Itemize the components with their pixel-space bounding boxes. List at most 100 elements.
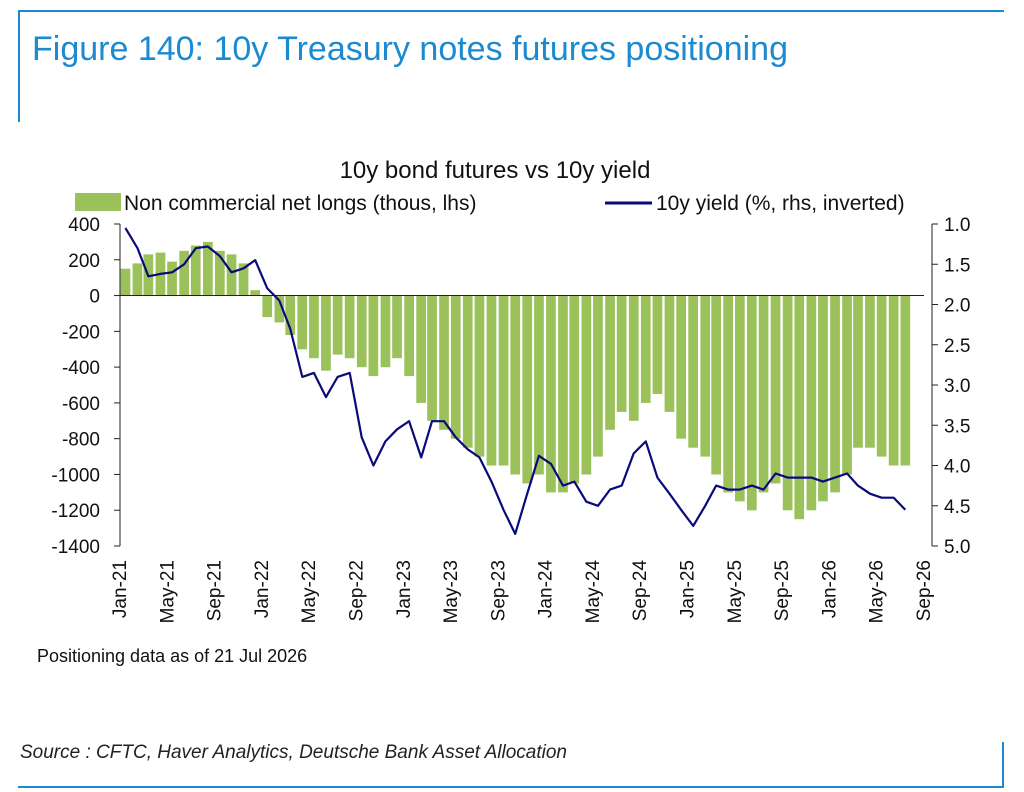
frame-left-rule — [18, 10, 20, 122]
bar-2021-10 — [226, 254, 237, 296]
right-tick-label: 2.5 — [944, 336, 970, 357]
bar-2021-01 — [120, 268, 131, 296]
bar-2021-11 — [238, 263, 249, 296]
x-tick-label: Jan-25 — [678, 560, 699, 618]
bar-2022-07 — [332, 295, 343, 355]
left-tick-label: -1400 — [51, 537, 100, 558]
left-tick-label: -200 — [62, 322, 100, 343]
left-tick-label: 0 — [89, 287, 100, 308]
bar-2022-09 — [356, 295, 367, 368]
bar-2024-08 — [628, 295, 639, 421]
bar-2026-01 — [830, 295, 840, 493]
x-tick-label: Sep-21 — [205, 560, 226, 621]
frame-top-rule — [18, 10, 1004, 12]
legend-line-label: 10y yield (%, rhs, inverted) — [656, 192, 905, 215]
x-tick-label: May-22 — [299, 560, 320, 623]
x-tick-label: Sep-24 — [630, 560, 651, 622]
bar-2023-09 — [498, 295, 509, 466]
bar-2025-06 — [747, 295, 757, 511]
right-tick-label: 3.0 — [944, 376, 970, 397]
bar-2024-03 — [569, 295, 580, 484]
bar-2022-06 — [321, 295, 331, 371]
left-tick-label: -600 — [62, 394, 100, 415]
bar-2026-04 — [865, 295, 875, 448]
bar-2025-12 — [818, 295, 828, 502]
bar-2025-02 — [700, 295, 711, 457]
bar-2026-06 — [888, 295, 899, 466]
source-note: Source : CFTC, Haver Analytics, Deutsche… — [20, 742, 567, 763]
bar-2023-01 — [404, 295, 414, 377]
bar-2022-12 — [392, 295, 402, 359]
bar-2023-08 — [486, 295, 497, 466]
bar-series — [120, 241, 911, 520]
bar-2021-09 — [215, 250, 225, 296]
bar-2023-12 — [534, 295, 544, 475]
bar-2021-06 — [179, 250, 189, 296]
chart-title: 10y bond futures vs 10y yield — [340, 157, 651, 184]
left-tick-label: -400 — [62, 358, 100, 379]
bar-2026-02 — [842, 295, 852, 475]
right-tick-label: 4.5 — [944, 497, 970, 518]
left-tick-label: -1200 — [51, 501, 100, 522]
bar-2023-11 — [522, 295, 533, 484]
bar-2025-01 — [688, 295, 698, 448]
figure-title: Figure 140: 10y Treasury notes futures p… — [32, 30, 788, 68]
bar-2023-06 — [462, 295, 473, 448]
bar-2025-10 — [794, 295, 805, 520]
bar-2022-01 — [262, 295, 273, 318]
bar-2024-02 — [558, 295, 568, 493]
left-tick-label: -800 — [62, 430, 100, 451]
right-tick-label: 2.0 — [944, 296, 970, 317]
right-tick-label: 1.0 — [944, 215, 970, 236]
x-tick-label: Jan-24 — [536, 560, 557, 619]
x-tick-label: May-26 — [867, 560, 888, 623]
bar-2024-09 — [640, 295, 651, 403]
bar-2025-08 — [770, 295, 781, 484]
bar-2024-04 — [581, 295, 592, 475]
bar-2024-10 — [652, 295, 663, 394]
bar-2026-05 — [876, 295, 887, 457]
bar-2022-04 — [297, 295, 308, 350]
bar-2022-10 — [368, 295, 379, 377]
bar-2024-11 — [664, 295, 675, 412]
x-tick-label: Sep-25 — [772, 560, 793, 621]
chart: 10y bond futures vs 10y yield Non commer… — [37, 157, 970, 666]
bar-2021-12 — [250, 290, 261, 296]
axes: 400 200 0 -200 -400 -600 -800 -1000 -1200 -1400 1.… — [51, 215, 970, 623]
bar-2022-05 — [309, 295, 319, 359]
bar-2023-04 — [439, 295, 449, 430]
x-tick-label: Jan-21 — [110, 560, 131, 618]
bar-2024-05 — [593, 295, 603, 457]
legend-bar-label: Non commercial net longs (thous, lhs) — [124, 192, 476, 215]
bar-2021-02 — [132, 263, 143, 296]
right-tick-label: 1.5 — [944, 255, 970, 276]
left-tick-label: -1000 — [51, 465, 100, 486]
right-tick-label: 4.0 — [944, 457, 970, 478]
bar-2022-02 — [274, 295, 285, 323]
bar-2024-01 — [546, 295, 556, 493]
bar-2024-07 — [616, 295, 627, 412]
x-tick-label: Jan-26 — [819, 560, 840, 618]
bar-2023-02 — [416, 295, 426, 403]
bar-2023-07 — [474, 295, 485, 457]
right-tick-label: 5.0 — [944, 537, 970, 558]
x-tick-label: Sep-22 — [347, 560, 368, 621]
yield-line — [124, 227, 907, 536]
x-tick-label: Sep-26 — [914, 560, 935, 621]
bar-2021-07 — [190, 245, 201, 296]
bar-2022-03 — [285, 295, 296, 335]
x-tick-label: May-21 — [157, 560, 178, 623]
x-tick-label: Jan-23 — [394, 560, 415, 618]
legend-bar-swatch — [75, 193, 121, 211]
frame-bottom-rule — [18, 786, 1004, 788]
frame-right-rule — [1002, 742, 1004, 788]
bar-2021-05 — [167, 261, 177, 296]
bar-2026-03 — [853, 295, 863, 448]
x-tick-label: May-24 — [583, 560, 604, 624]
bar-2024-12 — [676, 295, 686, 439]
x-tick-label: May-23 — [441, 560, 462, 623]
x-tick-label: Jan-22 — [252, 560, 273, 618]
bar-2024-06 — [605, 295, 615, 430]
x-tick-label: Sep-23 — [488, 560, 509, 621]
bar-2023-10 — [510, 295, 521, 475]
